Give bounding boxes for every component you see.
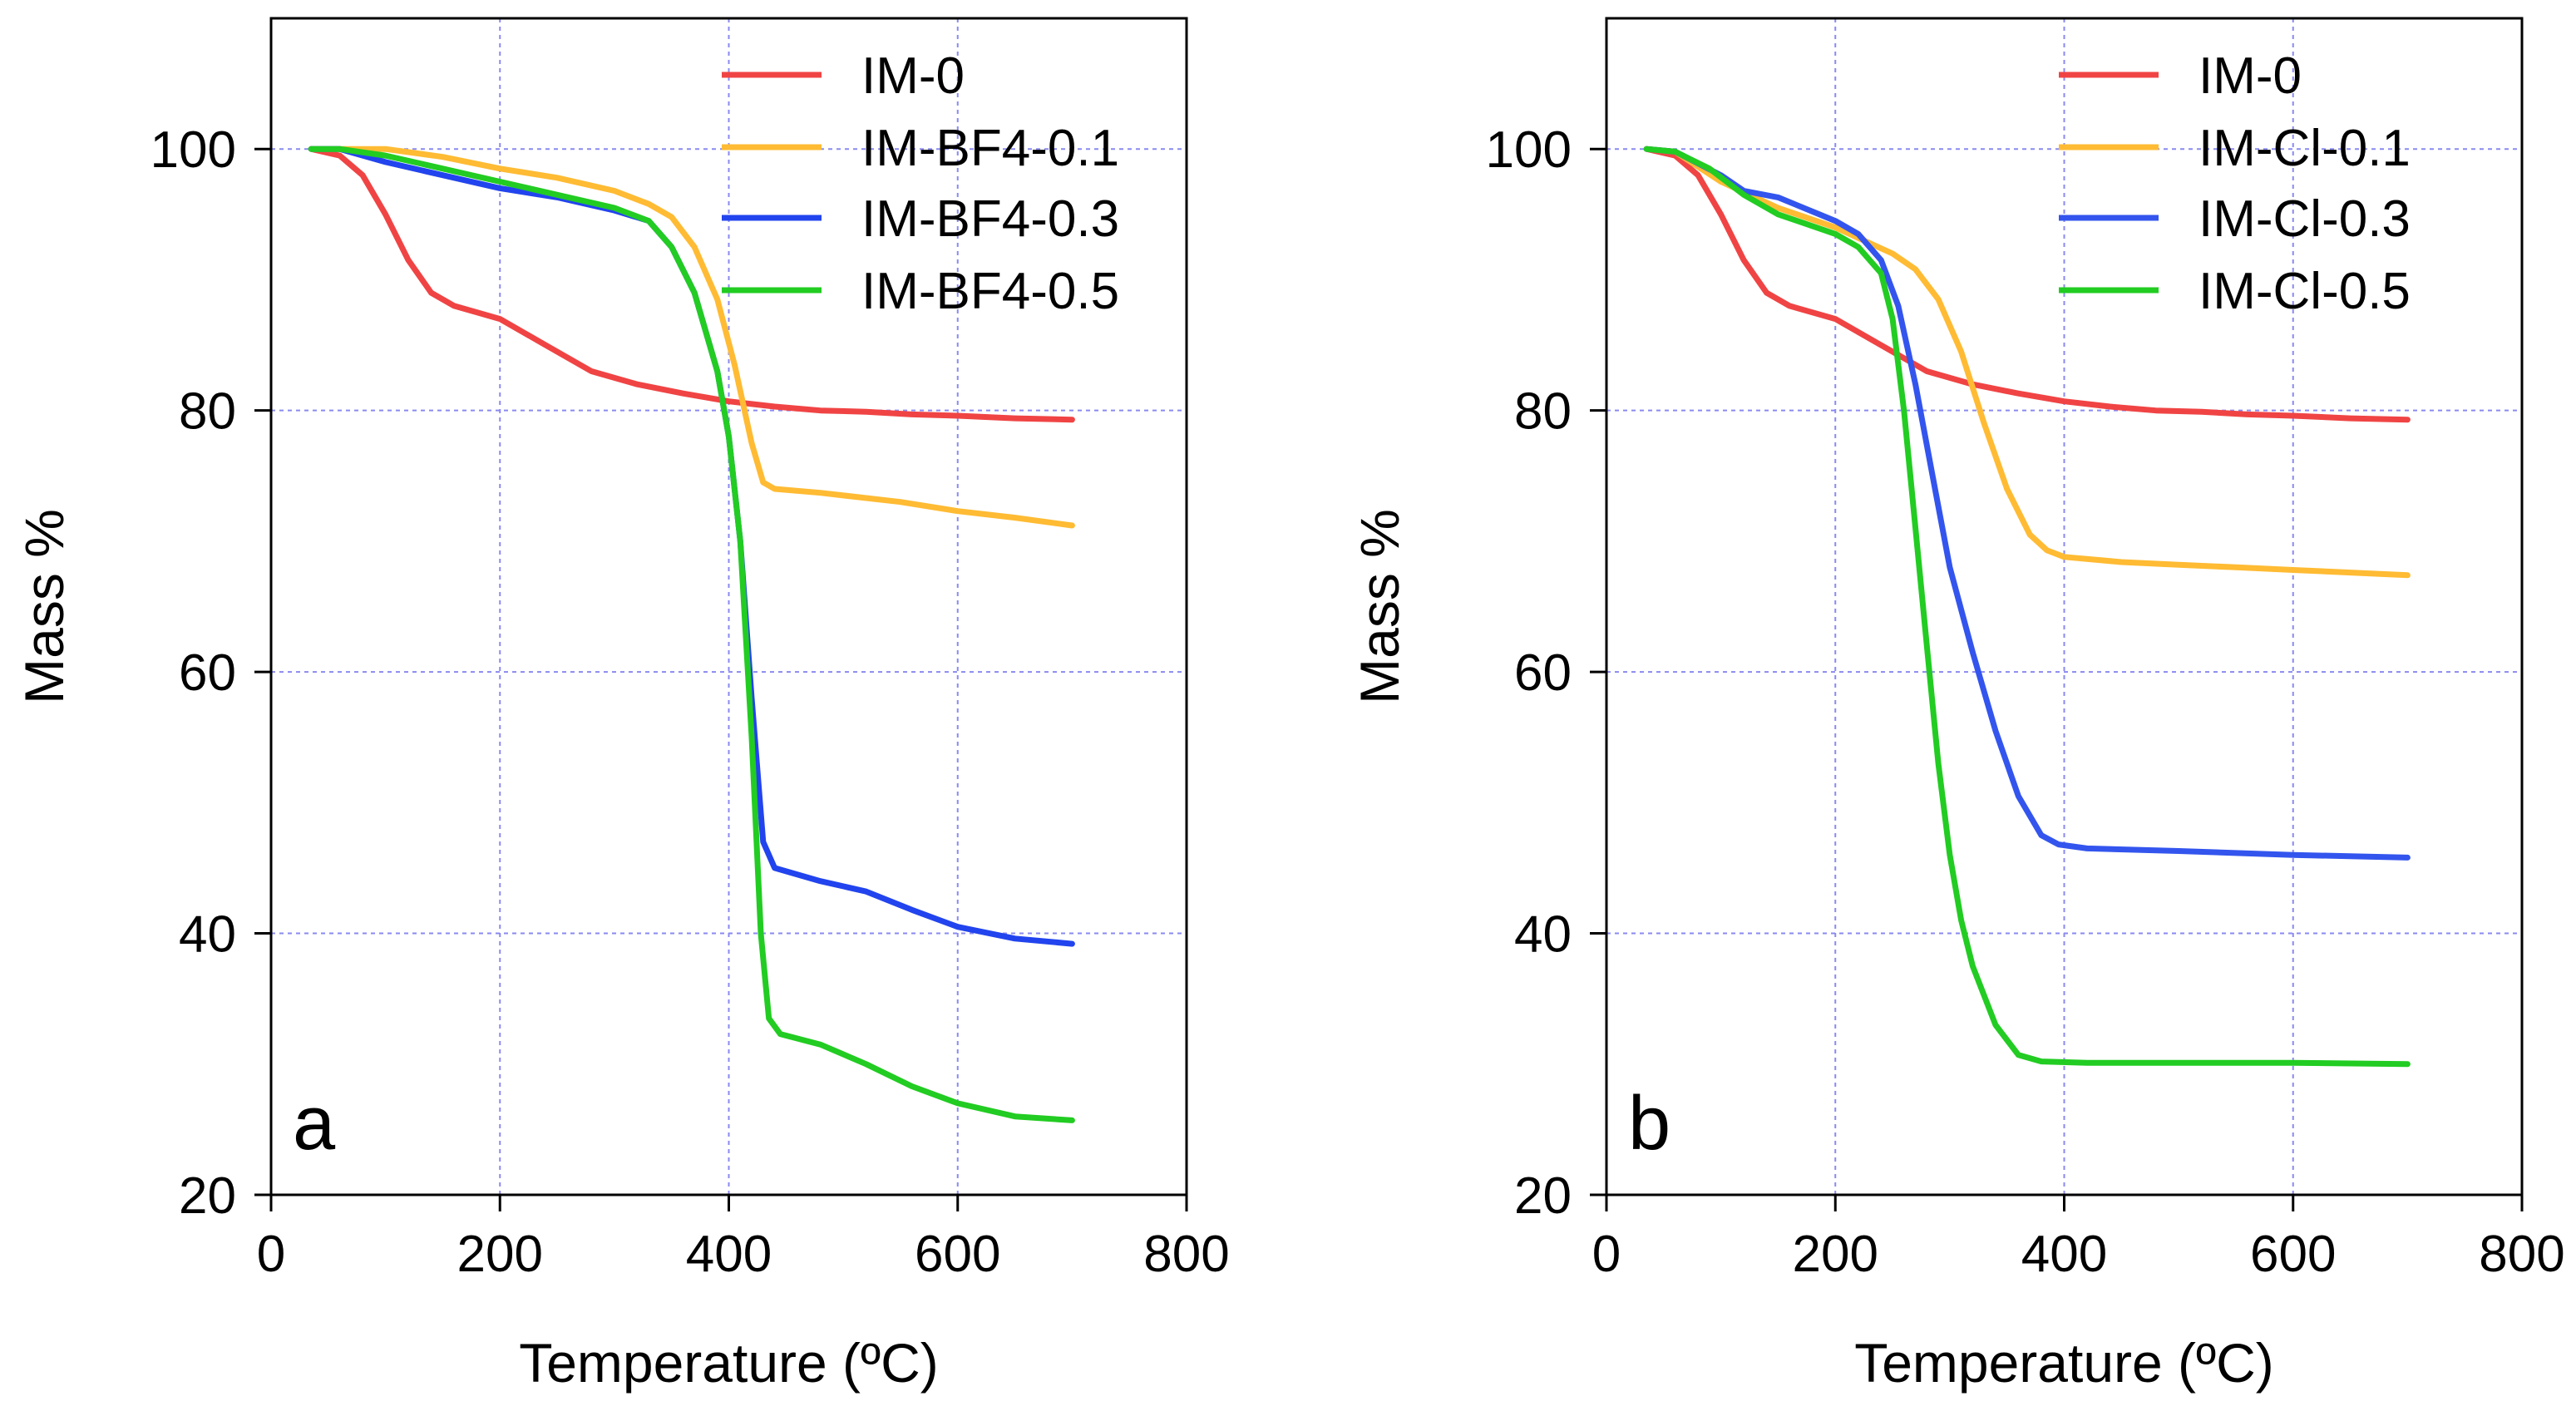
panel-letter: a bbox=[293, 1081, 336, 1166]
x-tick-label: 200 bbox=[457, 1226, 543, 1283]
series-line-im-bf4-0.5 bbox=[308, 146, 1075, 1123]
series-line-im-bf4-0.1 bbox=[308, 146, 1075, 529]
legend-label: IM-0 bbox=[861, 47, 965, 105]
y-axis-label: Mass % bbox=[13, 509, 75, 704]
y-tick-label: 100 bbox=[151, 121, 236, 179]
y-tick-label: 60 bbox=[179, 644, 236, 702]
series-line-im-0 bbox=[308, 146, 1075, 423]
chart-panel-a: 0 200 400 600 800 20 40 60 80 100 Temperature (ºC)… bbox=[13, 17, 1230, 1394]
legend-label: IM-Cl-0.3 bbox=[2198, 190, 2411, 248]
y-tick-label: 20 bbox=[1514, 1167, 1572, 1225]
x-axis-label: Temperature (ºC) bbox=[519, 1332, 939, 1394]
series-line-im-0 bbox=[1643, 146, 2411, 423]
series-line-im-cl-0.1 bbox=[1643, 146, 2411, 579]
x-tick-label: 0 bbox=[257, 1226, 285, 1283]
series-line-im-cl-0.5 bbox=[1643, 146, 2411, 1068]
y-tick-label: 20 bbox=[179, 1167, 236, 1225]
chart-panel-b: 0 200 400 600 800 20 40 60 80 100 Temperature (ºC)… bbox=[1349, 17, 2565, 1394]
y-tick-label: 80 bbox=[179, 383, 236, 441]
x-tick-label: 0 bbox=[1592, 1226, 1621, 1283]
legend-label: IM-Cl-0.1 bbox=[2198, 120, 2411, 177]
x-tick-label: 800 bbox=[1143, 1226, 1229, 1283]
legend-label: IM-BF4-0.1 bbox=[861, 120, 1119, 177]
y-tick-label: 80 bbox=[1514, 383, 1572, 441]
x-tick-label: 800 bbox=[2479, 1226, 2564, 1283]
x-tick-label: 600 bbox=[915, 1226, 1000, 1283]
x-tick-label: 200 bbox=[1793, 1226, 1878, 1283]
y-tick-label: 100 bbox=[1486, 121, 1572, 179]
x-tick-label: 600 bbox=[2250, 1226, 2336, 1283]
legend-label: IM-BF4-0.3 bbox=[861, 190, 1119, 248]
legend-label: IM-0 bbox=[2198, 47, 2302, 105]
y-tick-label: 60 bbox=[1514, 644, 1572, 702]
legend-label: IM-Cl-0.5 bbox=[2198, 263, 2411, 320]
y-axis-label: Mass % bbox=[1349, 509, 1410, 704]
series-line-im-cl-0.3 bbox=[1643, 146, 2411, 861]
x-tick-label: 400 bbox=[2021, 1226, 2107, 1283]
x-tick-label: 400 bbox=[686, 1226, 772, 1283]
legend-label: IM-BF4-0.5 bbox=[861, 263, 1119, 320]
y-tick-label: 40 bbox=[1514, 906, 1572, 964]
y-tick-label: 40 bbox=[179, 906, 236, 964]
panel-letter: b bbox=[1628, 1081, 1670, 1166]
x-axis-label: Temperature (ºC) bbox=[1854, 1332, 2274, 1394]
